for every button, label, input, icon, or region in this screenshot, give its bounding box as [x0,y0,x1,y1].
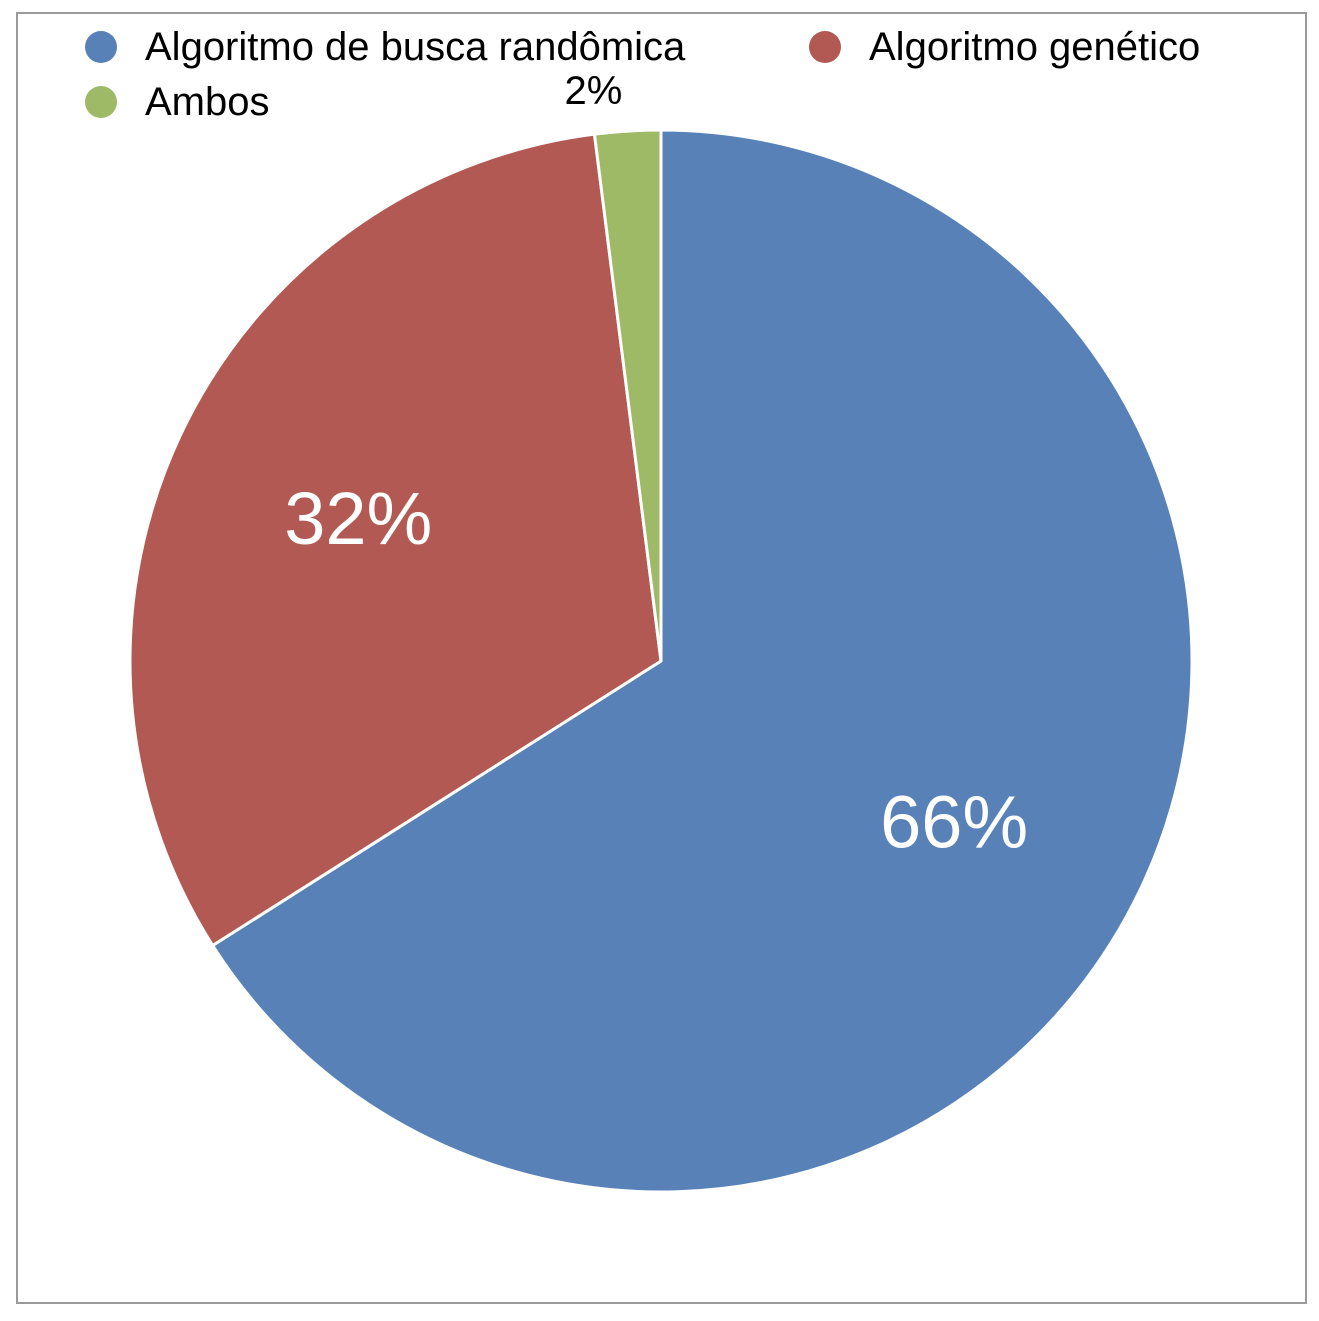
legend-item-1: Algoritmo de busca randômica [85,25,686,69]
legend-label: Ambos [145,80,270,124]
pie-slices [128,128,1194,1194]
legend-marker [85,86,117,118]
pie-data-labels: 66% 32% 2% [284,69,1028,864]
legend-item-2: Algoritmo genético [809,25,1200,69]
pie-data-label-2: 32% [284,477,432,560]
pie-slice-1 [211,128,1194,1194]
legend-label: Algoritmo genético [869,25,1200,69]
pie-data-label-1: 66% [880,781,1028,864]
pie-slice-3 [592,128,663,663]
legend-item-3: Ambos [85,80,270,124]
legend-label: Algoritmo de busca randômica [145,25,686,69]
legend-marker [809,31,841,63]
pie-slice-2 [128,132,663,948]
legend-marker [85,31,117,63]
chart-legend: Algoritmo de busca randômica Algoritmo ge… [85,25,1200,124]
pie-data-label-3: 2% [564,69,622,113]
